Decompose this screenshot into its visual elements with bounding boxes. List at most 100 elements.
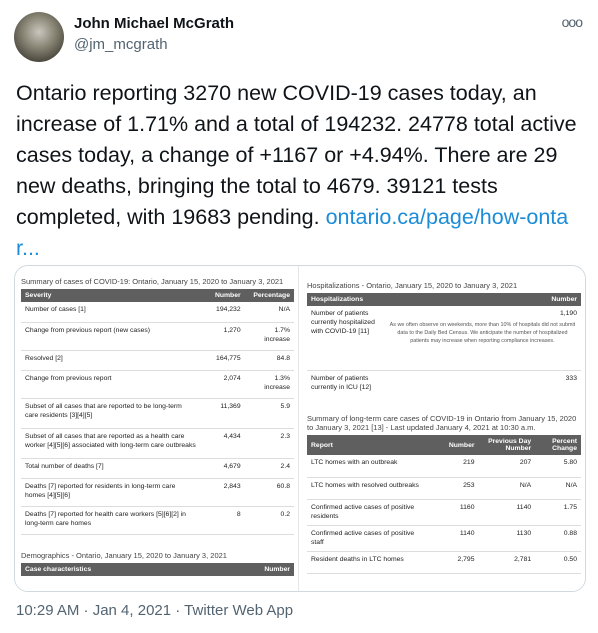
cell-value: 1140 (478, 499, 536, 526)
table-row: LTC homes with resolved outbreaks 253 N/A N… (307, 477, 581, 500)
table-section: Summary of cases of COVID-19: Ontario, J… (21, 266, 294, 535)
cell-value: 207 (478, 455, 536, 478)
table-row: Confirmed active cases of positive resid… (307, 499, 581, 526)
cell-value: 2,795 (430, 551, 479, 574)
cell-value: 0.2 (244, 506, 294, 535)
cell-value: 1140 (430, 525, 479, 552)
table-section: Demographics - Ontario, January 15, 2020… (21, 540, 294, 576)
header-cell: Hospitalizations (307, 293, 384, 306)
cell-value: 1.7% increase (244, 322, 294, 351)
row-label: Confirmed active cases of positive resid… (307, 499, 431, 526)
table-section: Hospitalizations - Ontario, January 15, … (307, 270, 581, 433)
author-name[interactable]: John Michael McGrath (74, 15, 235, 32)
data-table: Report Number Previous Day Number Percent C… (307, 435, 581, 574)
table-row: Change from previous report 2,074 1.3% inc… (21, 370, 294, 399)
data-table: Severity Number Percentage Number of cases … (21, 289, 294, 535)
cell-value: 2.3 (244, 428, 294, 459)
header-cell: Previous Day Number (478, 435, 536, 455)
table-row: LTC homes with an outbreak 219 207 5.80 (307, 455, 581, 478)
header-cell: Number (383, 293, 581, 306)
cell-value: 4,434 (200, 428, 245, 459)
row-label: Total number of deaths [7] (21, 458, 201, 479)
cell-value: 1.75 (535, 499, 581, 526)
cell-value: 194,232 (200, 302, 245, 323)
table-row: Deaths [7] reported for health care work… (21, 506, 294, 535)
data-table: Case characteristics Number (21, 563, 294, 576)
cell-value: 8 (200, 506, 245, 535)
table-row: Resident deaths in LTC homes 2,795 2,781 0.… (307, 551, 581, 574)
header-cell: Case characteristics (21, 563, 247, 576)
header-row: Hospitalizations Number (307, 293, 581, 306)
number-cell: 1,190 As we often observe on weekends, mo… (383, 306, 581, 371)
row-label: Change from previous report (21, 370, 201, 399)
header-cell: Report (307, 435, 431, 455)
cell-value: 1160 (430, 499, 479, 526)
cell-value: 164,775 (200, 350, 245, 371)
avatar[interactable] (14, 12, 64, 62)
tweet-link[interactable]: ontario.ca/page/how-ontar... (16, 205, 569, 260)
row-label: Confirmed active cases of positive staff (307, 525, 431, 552)
tweet-image[interactable]: Summary of cases of COVID-19: Ontario, J… (14, 265, 586, 592)
header-cell: Severity (21, 289, 201, 302)
header-row: Report Number Previous Day Number Percent C… (307, 435, 581, 455)
cell-value: 2,781 (478, 551, 536, 574)
header-row: Severity Number Percentage (21, 289, 294, 302)
cell-value: 1130 (478, 525, 536, 552)
cell-value: 1,270 (200, 322, 245, 351)
table-title: Summary of cases of COVID-19: Ontario, J… (21, 277, 284, 286)
cell-value: 4,679 (200, 458, 245, 479)
cell-value: 60.8 (244, 478, 294, 507)
data-table: Hospitalizations Number Number of patients… (307, 293, 581, 433)
cell-value: 2.4 (244, 458, 294, 479)
tweet-footer[interactable]: 10:29 AM · Jan 4, 2021 · Twitter Web App (16, 602, 294, 619)
table-row: Confirmed active cases of positive staff… (307, 525, 581, 552)
header-cell: Number (430, 435, 479, 455)
cell-value: 2,843 (200, 478, 245, 507)
row-label: Number of patients currently hospitalize… (307, 306, 384, 371)
table-section: Summary of long-term care cases of COVID… (307, 412, 581, 574)
cell-value: 5.9 (244, 398, 294, 429)
row-label: Resolved [2] (21, 350, 201, 371)
table-row: Subset of all cases that are reported to… (21, 398, 294, 429)
table-row: Resolved [2] 164,775 84.8 (21, 350, 294, 371)
cell-value: 1.3% increase (244, 370, 294, 399)
cell-value: 253 (430, 477, 479, 500)
right-panel: Hospitalizations - Ontario, January 15, … (301, 266, 585, 591)
header-cell: Percent Change (535, 435, 581, 455)
cell-value: 219 (430, 455, 479, 478)
row-label: Subset of all cases that are reported to… (21, 398, 201, 429)
row-label: Resident deaths in LTC homes (307, 551, 431, 574)
table-row: Total number of deaths [7] 4,679 2.4 (21, 458, 294, 479)
tweet-body: Ontario reporting 3270 new COVID-19 case… (16, 81, 577, 229)
row-label: Change from previous report (new cases) (21, 322, 201, 351)
cell-value: 11,369 (200, 398, 245, 429)
number: 1,190 (559, 310, 577, 317)
number: 333 (565, 374, 577, 382)
cell-value: 84.8 (244, 350, 294, 371)
cell-value: 0.88 (535, 525, 581, 552)
table-row: Number of patients currently hospitalize… (307, 306, 581, 371)
row-label: LTC homes with an outbreak (307, 455, 431, 478)
row-label: Deaths [7] reported for residents in lon… (21, 478, 201, 507)
row-label: Subset of all cases that are reported as… (21, 428, 201, 459)
more-menu[interactable]: ooo (561, 14, 583, 30)
cell-value: 0.50 (535, 551, 581, 574)
row-label: Deaths [7] reported for health care work… (21, 506, 201, 535)
row-label: Number of patients currently in ICU [12] (307, 370, 384, 413)
header-row: Case characteristics Number (21, 563, 294, 576)
table-title: Demographics - Ontario, January 15, 2020… (21, 551, 227, 560)
header-cell: Number (200, 289, 245, 302)
header-cell: Percentage (244, 289, 294, 302)
cell-value: N/A (478, 477, 536, 500)
row-label: LTC homes with resolved outbreaks (307, 477, 431, 500)
table-row: Change from previous report (new cases) 1… (21, 322, 294, 351)
table-row: Deaths [7] reported for residents in lon… (21, 478, 294, 507)
row-label: Number of cases [1] (21, 302, 201, 323)
number-cell: 333 (383, 370, 581, 413)
left-panel: Summary of cases of COVID-19: Ontario, J… (15, 266, 299, 591)
author-handle[interactable]: @jm_mcgrath (74, 36, 168, 53)
table-title: Hospitalizations - Ontario, January 15, … (307, 281, 518, 290)
table-row: Number of patients currently in ICU [12]… (307, 370, 581, 413)
table-title: Summary of long-term care cases of COVID… (307, 414, 577, 432)
